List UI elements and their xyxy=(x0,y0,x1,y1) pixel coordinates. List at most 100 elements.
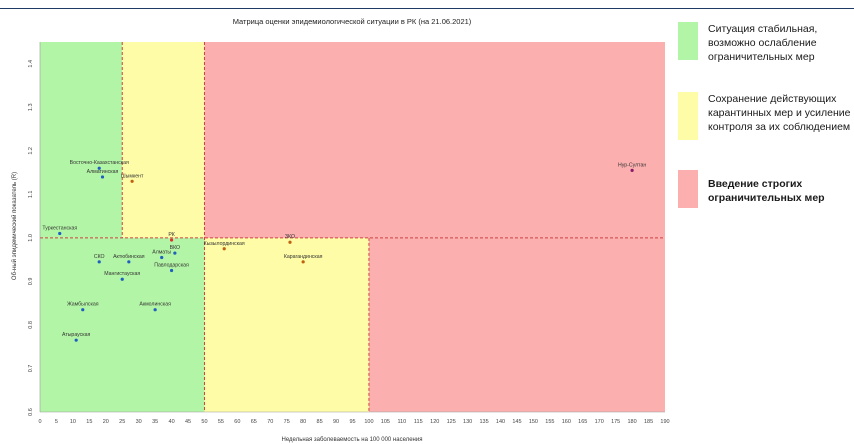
x-tick-label: 85 xyxy=(317,419,323,425)
data-point xyxy=(81,308,85,312)
x-tick-label: 5 xyxy=(55,419,58,425)
x-tick-label: 90 xyxy=(333,419,339,425)
data-point xyxy=(120,277,124,281)
data-point-label: Нур-Султан xyxy=(618,162,646,168)
threshold-layer xyxy=(40,42,665,412)
data-point-label: ЗКО xyxy=(285,234,295,240)
y-tick-label: 0.9 xyxy=(28,278,34,286)
data-point xyxy=(100,175,105,179)
y-tick-label: 1.4 xyxy=(28,60,34,68)
chart-title: Матрица оценки эпидемиологической ситуац… xyxy=(233,17,472,26)
x-tick-label: 120 xyxy=(430,419,439,425)
y-tick-label: 0.7 xyxy=(28,365,34,373)
data-point-label: Шымкент xyxy=(121,173,144,179)
data-point-label: Карагандинская xyxy=(284,254,323,260)
data-point xyxy=(74,338,78,342)
y-axis-label: Об-ный эпидемический показатель (R) xyxy=(11,172,18,280)
x-tick-label: 145 xyxy=(512,419,521,425)
x-tick-label: 105 xyxy=(381,419,390,425)
data-point-label: Актюбинская xyxy=(113,254,145,260)
y-tick-label: 1.2 xyxy=(28,147,34,155)
data-point xyxy=(130,179,134,183)
x-tick-label: 175 xyxy=(611,419,620,425)
x-tick-label: 190 xyxy=(660,419,669,425)
data-point xyxy=(169,268,174,273)
legend-swatch-green xyxy=(678,22,698,60)
data-point xyxy=(160,255,164,260)
data-point-label: Атырауская xyxy=(62,332,91,338)
x-tick-label: 50 xyxy=(201,419,207,425)
x-tick-label: 60 xyxy=(234,419,240,425)
x-tick-label: 65 xyxy=(251,419,257,425)
x-tick-label: 75 xyxy=(284,419,290,425)
data-point xyxy=(173,251,177,255)
data-point xyxy=(58,231,62,236)
data-point xyxy=(301,260,305,264)
x-tick-label: 80 xyxy=(300,419,306,425)
x-tick-label: 155 xyxy=(545,419,554,425)
points-layer: Нур-Султан Восточно-Казахстанская Алматинс… xyxy=(42,160,646,342)
data-point-label: Кызылординская xyxy=(204,241,245,247)
y-tick-label: 1.1 xyxy=(28,191,34,199)
x-tick-label: 20 xyxy=(103,419,109,425)
zone-yellow-upper xyxy=(122,42,205,238)
legend-label-green: Ситуация стабильная, возможно ослабление… xyxy=(708,23,818,63)
data-point-label: Туркестанская xyxy=(42,226,77,232)
x-tick-label: 0 xyxy=(38,419,41,425)
x-tick-label: 110 xyxy=(397,419,406,425)
data-point xyxy=(153,308,157,312)
data-point xyxy=(97,260,101,264)
data-point-label: СКО xyxy=(94,254,105,260)
x-tick-label: 40 xyxy=(169,419,175,425)
data-point-label: ВКО xyxy=(170,245,180,251)
legend-swatch-red xyxy=(678,170,698,208)
x-axis-label: Недельная заболеваемость на 100 000 насе… xyxy=(282,437,423,443)
x-tick-label: 30 xyxy=(136,419,142,425)
x-tick-label: 45 xyxy=(185,419,191,425)
data-point-label: Алматинская xyxy=(87,169,119,175)
legend-label-yellow: Сохранение действующих карантинных мер и… xyxy=(708,93,851,133)
x-tick-label: 35 xyxy=(152,419,158,425)
data-point-label: РК xyxy=(168,232,174,238)
data-point xyxy=(97,166,101,170)
x-tick-label: 170 xyxy=(595,419,604,425)
x-tick-label: 115 xyxy=(414,419,423,425)
zone-green-lower xyxy=(40,237,205,412)
axes-layer: 0 5 10 15 20 25 30 35 40 45 50 55 60 65 70 75 80 85 90 95 10… xyxy=(28,42,670,425)
data-point-label: Павлодарская xyxy=(154,263,189,269)
y-tick-label: 0.8 xyxy=(28,321,34,329)
data-point xyxy=(127,260,131,264)
y-tick-label: 1.3 xyxy=(28,103,34,111)
x-tick-label: 140 xyxy=(496,419,505,425)
x-tick-label: 180 xyxy=(628,419,637,425)
header-rule xyxy=(0,8,854,9)
data-point-label: Мангистауская xyxy=(104,271,140,277)
x-tick-label: 25 xyxy=(119,419,125,425)
x-tick-label: 160 xyxy=(562,419,571,425)
x-tick-label: 100 xyxy=(364,419,373,425)
zone-layer xyxy=(40,42,665,412)
zone-yellow-lower xyxy=(204,237,369,412)
data-point xyxy=(630,168,634,173)
zone-red-lower xyxy=(368,237,665,412)
legend-label-red: Введение строгих ограничительных мер xyxy=(708,178,825,204)
x-tick-label: 55 xyxy=(218,419,224,425)
y-tick-label: 0.6 xyxy=(28,408,34,416)
x-tick-label: 125 xyxy=(447,419,456,425)
x-tick-label: 15 xyxy=(86,419,92,425)
x-tick-label: 135 xyxy=(479,419,488,425)
x-tick-label: 130 xyxy=(463,419,472,425)
x-tick-label: 150 xyxy=(529,419,538,425)
x-tick-label: 70 xyxy=(267,419,273,425)
data-point xyxy=(169,238,174,242)
x-tick-label: 185 xyxy=(644,419,653,425)
zone-green-upper xyxy=(40,42,123,238)
x-tick-label: 165 xyxy=(578,419,587,425)
legend-swatch-yellow xyxy=(678,92,698,140)
data-point-label: Акмолинская xyxy=(139,302,171,308)
x-tick-label: 95 xyxy=(349,419,355,425)
zone-red-upper xyxy=(204,42,665,238)
y-tick-label: 1.0 xyxy=(28,234,34,242)
x-tick-label: 10 xyxy=(70,419,76,425)
